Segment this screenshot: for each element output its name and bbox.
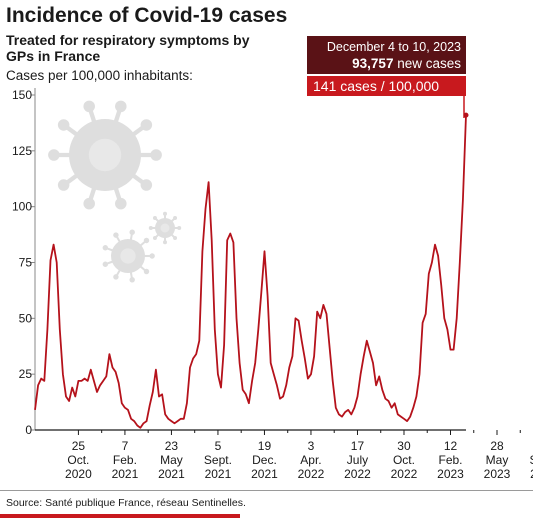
- y-tick-label: 125: [12, 144, 32, 158]
- x-tick-label: 2023: [484, 467, 511, 481]
- y-tick-label: 100: [12, 200, 32, 214]
- x-tick-label: May: [160, 453, 183, 467]
- x-tick-label: 2020: [65, 467, 92, 481]
- brand-bar: [0, 514, 240, 518]
- x-tick-label: 17: [351, 439, 365, 453]
- callout-new-cases-number: 93,757: [352, 56, 394, 71]
- x-tick-label: 2021: [251, 467, 278, 481]
- x-tick-label: Oct.: [393, 453, 415, 467]
- x-tick-label: 19: [258, 439, 272, 453]
- x-tick-label: 2021: [158, 467, 185, 481]
- x-tick-label: 2021: [205, 467, 232, 481]
- x-tick-label: 25: [72, 439, 86, 453]
- x-tick-label: Oct.: [67, 453, 89, 467]
- callout-new-cases: 93,757 new cases: [307, 55, 461, 72]
- y-axis: 0 25 50 75 100 125 150: [12, 88, 35, 437]
- x-tick-label: Dec.: [252, 453, 277, 467]
- last-data-point: [463, 112, 469, 118]
- source-note: Source: Santé publique France, réseau Se…: [6, 497, 246, 509]
- x-tick-label: 30: [397, 439, 411, 453]
- x-tick-label: Feb.: [438, 453, 462, 467]
- x-tick-label: 5: [215, 439, 222, 453]
- series-line: [34, 115, 467, 429]
- y-tick-label: 150: [12, 88, 32, 102]
- callout-new-cases-label: new cases: [393, 56, 461, 71]
- x-tick-label: 2022: [298, 467, 325, 481]
- x-tick-label: 2022: [391, 467, 418, 481]
- x-tick-label: 2023: [437, 467, 464, 481]
- y-tick-label: 75: [19, 256, 33, 270]
- x-tick-label: 28: [490, 439, 504, 453]
- y-tick-label: 50: [19, 311, 33, 325]
- x-tick-label: Apr.: [300, 453, 321, 467]
- x-tick-label: 2021: [112, 467, 139, 481]
- x-tick-label: 3: [308, 439, 315, 453]
- chart-subtitle: Treated for respiratory symptoms by GPs …: [6, 32, 250, 64]
- callout-summary: December 4 to 10, 2023 93,757 new cases: [307, 36, 466, 74]
- x-tick-label: 12: [444, 439, 458, 453]
- y-tick-label: 25: [19, 367, 33, 381]
- x-tick-label: 7: [122, 439, 129, 453]
- coronavirus-icon-large: [48, 100, 162, 210]
- y-tick-label: 0: [25, 423, 32, 437]
- coronavirus-icon-small: [148, 211, 182, 245]
- x-tick-label: Sept.: [204, 453, 232, 467]
- callout-dates: December 4 to 10, 2023: [326, 40, 461, 54]
- coronavirus-icon-medium: [102, 229, 155, 283]
- x-tick-label: 2022: [344, 467, 371, 481]
- x-tick-label: 2023: [530, 467, 533, 481]
- units-label: Cases per 100,000 inhabitants:: [6, 68, 193, 83]
- x-tick-label: 23: [165, 439, 179, 453]
- footer-divider: [0, 490, 533, 491]
- x-tick-label: May: [486, 453, 509, 467]
- x-axis: 25Oct.20207Feb.202123May20215Sept.202119…: [65, 430, 533, 481]
- x-tick-label: Sept.: [530, 453, 533, 467]
- chart-title: Incidence of Covid-19 cases: [6, 4, 288, 27]
- x-tick-label: July: [347, 453, 368, 467]
- x-tick-label: Feb.: [113, 453, 137, 467]
- callout-rate: 141 cases / 100,000: [307, 76, 466, 96]
